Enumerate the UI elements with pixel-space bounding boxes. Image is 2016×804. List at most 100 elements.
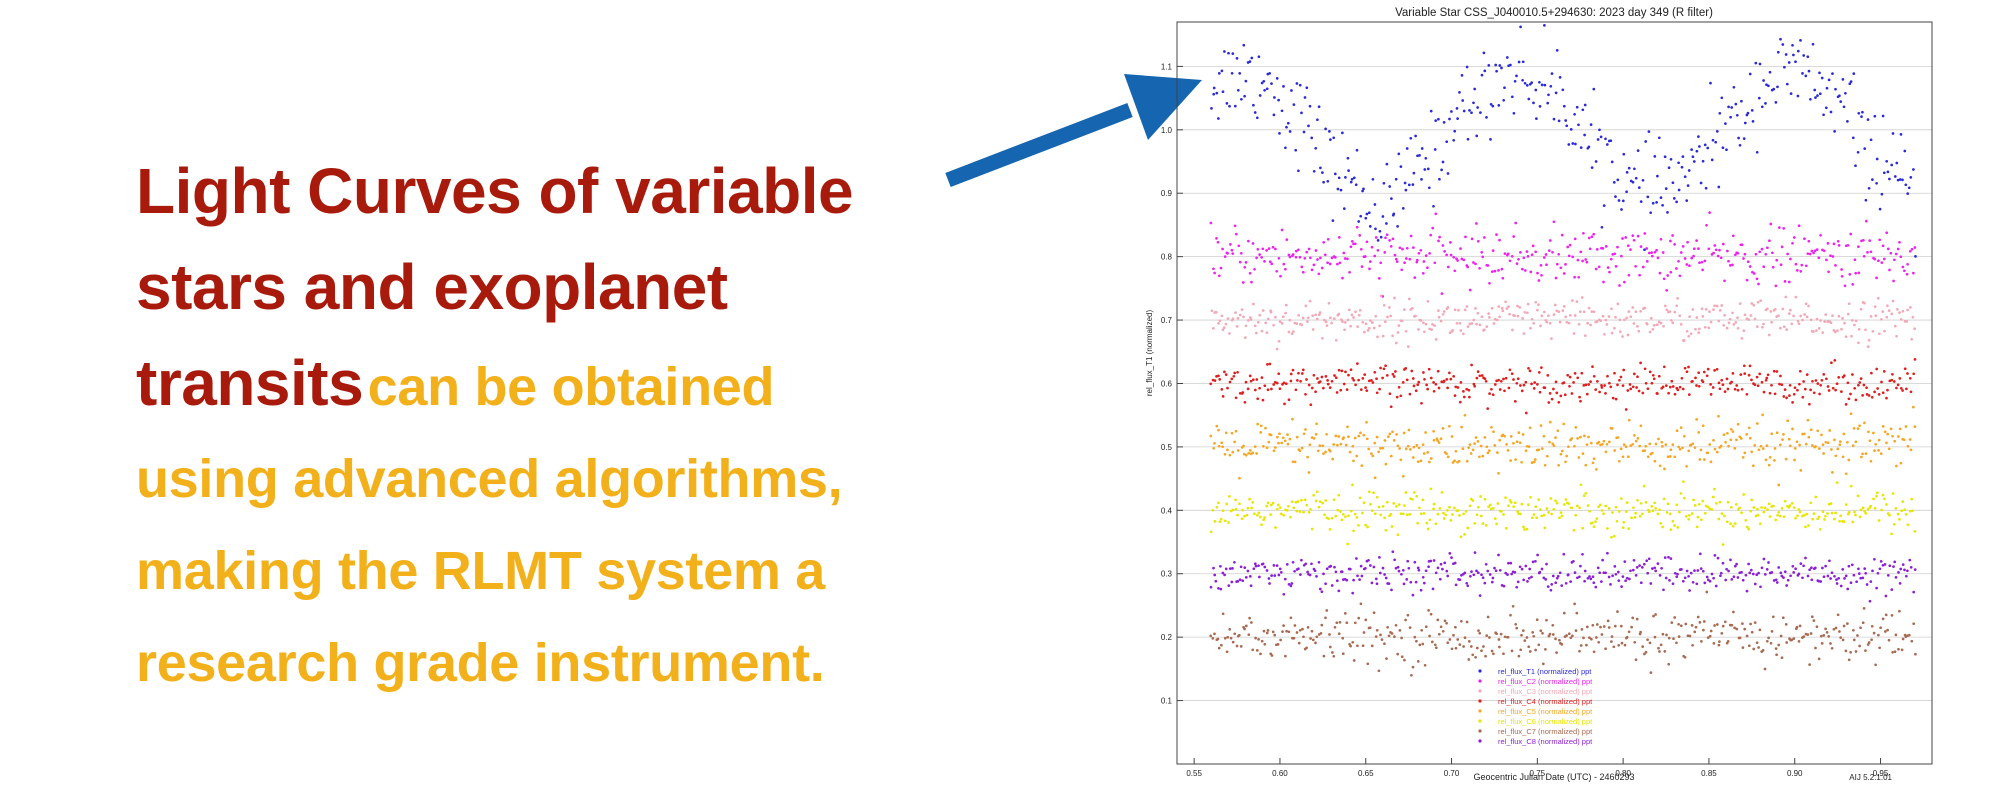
data-point [1236, 316, 1240, 320]
data-point [1468, 288, 1472, 292]
data-point [1882, 370, 1886, 373]
data-point [1439, 319, 1443, 323]
data-point [1735, 562, 1738, 566]
data-point [1609, 583, 1612, 586]
data-point [1417, 568, 1421, 572]
data-point [1574, 513, 1578, 517]
data-point [1708, 211, 1711, 214]
data-point [1253, 388, 1257, 392]
data-point [1893, 439, 1897, 443]
data-point [1691, 308, 1695, 311]
data-point [1233, 104, 1237, 108]
data-point [1898, 311, 1901, 314]
data-point [1427, 565, 1430, 569]
data-point [1843, 284, 1847, 288]
data-point [1223, 50, 1226, 53]
data-point [1423, 663, 1427, 667]
data-point [1729, 438, 1733, 442]
series-points-5 [1209, 405, 1917, 487]
data-point [1476, 239, 1480, 243]
data-point [1685, 464, 1688, 468]
data-point [1412, 384, 1416, 388]
data-point [1659, 643, 1663, 647]
data-point [1812, 330, 1815, 333]
data-point [1912, 271, 1915, 275]
data-point [1483, 236, 1486, 239]
data-point [1228, 495, 1231, 498]
data-point [1789, 92, 1793, 95]
data-point [1504, 496, 1507, 499]
data-point [1299, 379, 1302, 383]
data-point [1380, 638, 1384, 641]
data-point [1863, 147, 1867, 150]
data-point [1478, 323, 1482, 327]
data-point [1416, 460, 1420, 464]
data-point [1560, 584, 1564, 587]
data-point [1429, 109, 1433, 113]
data-point [1425, 521, 1429, 525]
data-point [1377, 450, 1380, 454]
data-point [1728, 264, 1732, 267]
data-point [1678, 510, 1681, 514]
data-point [1883, 329, 1886, 333]
data-point [1255, 649, 1259, 652]
data-point [1888, 513, 1891, 517]
data-point [1780, 245, 1784, 249]
data-point [1492, 652, 1495, 656]
data-point [1682, 339, 1686, 342]
data-point [1870, 395, 1874, 399]
data-point [1399, 394, 1403, 398]
data-point [1231, 508, 1235, 512]
data-point [1532, 460, 1536, 464]
data-point [1364, 523, 1367, 527]
data-point [1374, 314, 1378, 318]
data-point [1698, 621, 1702, 624]
data-point [1327, 301, 1331, 305]
data-point [1536, 308, 1539, 312]
data-point [1728, 317, 1732, 321]
data-point [1898, 518, 1901, 521]
data-point [1460, 257, 1464, 261]
data-point [1248, 616, 1251, 620]
data-point [1408, 512, 1412, 516]
data-point [1678, 274, 1682, 278]
data-point [1333, 565, 1336, 569]
data-point [1365, 420, 1368, 424]
data-point [1382, 181, 1386, 185]
data-point [1833, 438, 1836, 442]
data-point [1240, 308, 1244, 311]
data-point [1636, 437, 1640, 440]
data-point [1256, 397, 1260, 401]
data-point [1402, 582, 1406, 586]
data-point [1513, 79, 1517, 83]
data-point [1813, 88, 1817, 92]
data-point [1595, 468, 1598, 471]
data-point [1735, 627, 1739, 631]
data-point [1517, 431, 1521, 434]
data-point [1604, 571, 1607, 575]
data-point [1381, 446, 1385, 450]
data-point [1881, 617, 1885, 621]
data-point [1776, 514, 1779, 517]
data-point [1595, 320, 1599, 323]
data-point [1276, 435, 1279, 439]
data-point [1807, 435, 1811, 439]
data-point [1891, 372, 1894, 376]
data-point [1808, 663, 1811, 666]
data-point [1269, 310, 1273, 314]
data-point [1504, 376, 1508, 380]
data-point [1229, 636, 1233, 640]
data-point [1346, 156, 1350, 160]
data-point [1883, 630, 1887, 633]
data-point [1614, 265, 1618, 268]
data-point [1768, 391, 1772, 395]
data-point [1352, 459, 1355, 463]
data-point [1385, 162, 1389, 166]
data-point [1669, 448, 1673, 452]
data-point [1635, 617, 1639, 621]
data-point [1653, 566, 1657, 570]
data-point [1335, 391, 1339, 394]
data-point [1219, 587, 1223, 591]
data-point [1314, 146, 1318, 150]
data-point [1846, 381, 1850, 385]
